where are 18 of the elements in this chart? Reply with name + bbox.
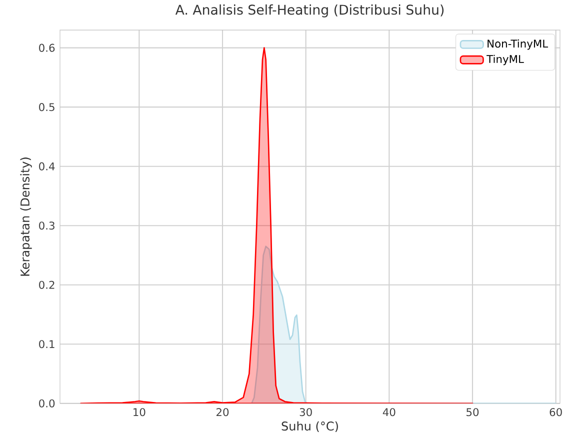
x-tick-label: 50 [466,408,479,416]
y-tick-label: 0.1 [39,340,54,348]
y-tick-label: 0.3 [39,222,54,230]
x-tick-label: 30 [300,408,312,416]
x-axis-title: Suhu (°C) [282,421,338,432]
x-tick-label: 40 [382,408,396,416]
y-tick-label: 0.6 [39,44,55,52]
y-tick-label: 0.5 [39,103,54,112]
x-tick-label: 60 [550,408,562,416]
y-tick-label: 0.2 [39,280,54,290]
legend-label: TinyML [486,54,524,66]
legend-label: Non-TinyML [488,40,548,50]
x-tick-label: 20 [216,408,229,416]
y-axis-title: Kerapatan (Density) [20,158,32,276]
y-tick-label: 0.4 [39,162,55,171]
x-tick-label: 10 [134,408,146,416]
chart-title: A. Analisis Self-Heating (Distribusi Suhu) [175,4,444,18]
y-tick-label: 0.0 [39,399,55,408]
